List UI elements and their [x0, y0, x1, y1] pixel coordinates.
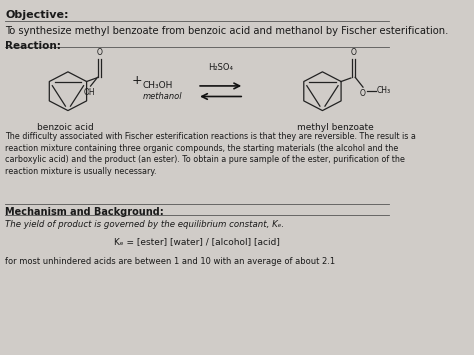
Text: Reaction:: Reaction: — [5, 41, 61, 51]
Text: To synthesize methyl benzoate from benzoic acid and methanol by Fischer esterifi: To synthesize methyl benzoate from benzo… — [5, 26, 449, 36]
Text: The yield of product is governed by the equilibrium constant, Kₑ.: The yield of product is governed by the … — [5, 220, 284, 229]
Text: OH: OH — [84, 88, 96, 97]
Text: Kₑ = [ester] [water] / [alcohol] [acid]: Kₑ = [ester] [water] / [alcohol] [acid] — [114, 237, 280, 246]
Text: O: O — [96, 48, 102, 57]
Text: CH₃OH: CH₃OH — [142, 81, 173, 91]
Text: Mechanism and Background:: Mechanism and Background: — [5, 207, 164, 218]
Text: The difficulty associated with Fischer esterification reactions is that they are: The difficulty associated with Fischer e… — [5, 132, 416, 176]
Text: methyl benzoate: methyl benzoate — [297, 123, 374, 132]
Text: CH₃: CH₃ — [376, 86, 391, 95]
Text: +: + — [131, 74, 142, 87]
Text: for most unhindered acids are between 1 and 10 with an average of about 2.1: for most unhindered acids are between 1 … — [5, 257, 336, 266]
Text: methanol: methanol — [142, 92, 182, 101]
Text: benzoic acid: benzoic acid — [36, 123, 93, 132]
Text: H₂SO₄: H₂SO₄ — [208, 63, 233, 72]
Text: O: O — [360, 89, 366, 98]
Text: O: O — [351, 48, 356, 57]
Text: Objective:: Objective: — [5, 10, 69, 20]
